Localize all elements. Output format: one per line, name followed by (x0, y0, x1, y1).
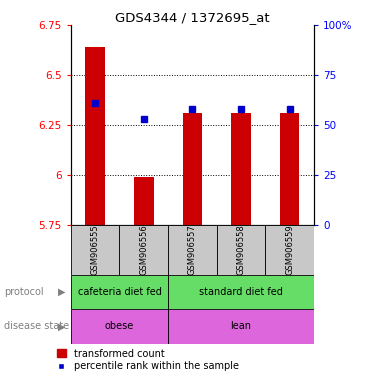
Text: standard diet fed: standard diet fed (199, 287, 283, 297)
Text: ▶: ▶ (57, 321, 65, 331)
Text: GSM906555: GSM906555 (91, 224, 100, 275)
Text: GSM906556: GSM906556 (139, 224, 148, 275)
Bar (183, 113, 202, 225)
Bar (85, 47, 105, 225)
Bar (280, 113, 300, 225)
Bar (217, 225, 265, 275)
Title: GDS4344 / 1372695_at: GDS4344 / 1372695_at (115, 11, 270, 24)
Text: disease state: disease state (4, 321, 69, 331)
Bar (71, 225, 119, 275)
Text: obese: obese (105, 321, 134, 331)
Text: ▶: ▶ (57, 287, 65, 297)
Bar (168, 309, 314, 344)
Text: cafeteria diet fed: cafeteria diet fed (78, 287, 161, 297)
Bar (71, 309, 168, 344)
Bar (119, 225, 168, 275)
Bar (71, 275, 168, 309)
Bar (265, 225, 314, 275)
Bar (134, 177, 154, 225)
Legend: transformed count, percentile rank within the sample: transformed count, percentile rank withi… (57, 349, 239, 371)
Bar (168, 275, 314, 309)
Text: lean: lean (231, 321, 252, 331)
Bar (168, 225, 217, 275)
Text: GSM906557: GSM906557 (188, 224, 197, 275)
Text: GSM906559: GSM906559 (285, 224, 294, 275)
Text: protocol: protocol (4, 287, 43, 297)
Bar (231, 113, 251, 225)
Text: GSM906558: GSM906558 (237, 224, 246, 275)
